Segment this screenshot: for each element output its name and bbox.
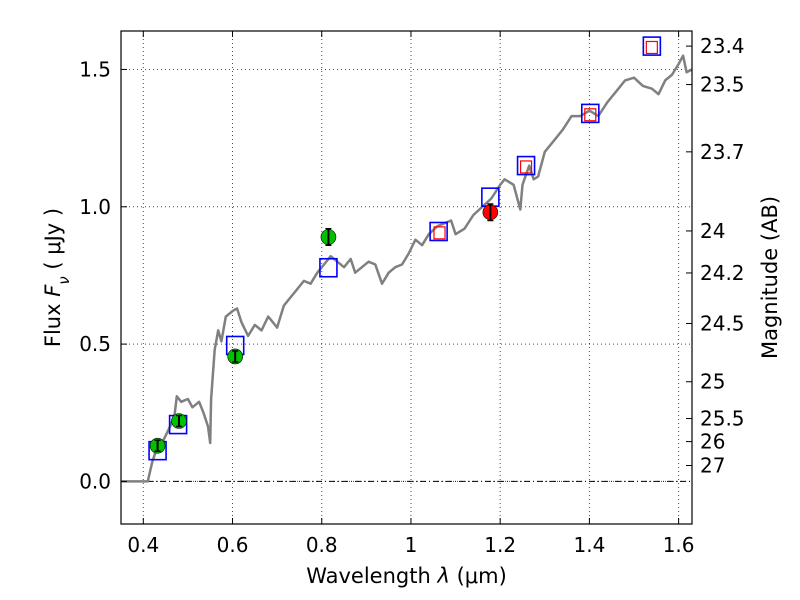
right-tick-label: 24.2 [700,261,745,285]
ir-square-marker [645,40,658,55]
y-axis-label-unit: ( μJy ) [41,208,65,276]
model-square-marker [580,103,600,124]
ir-square-marker [519,160,533,174]
right-tick-label: 27 [700,453,725,477]
right-tick-label: 25.5 [700,407,745,431]
right-tick-label: 24 [700,219,725,243]
model-square-marker [429,221,448,242]
y-axis-label-subscript: ν [55,276,73,284]
x-axis-label-unit: (μm) [450,564,507,588]
right-tick-label: 24.5 [700,312,745,336]
ir-square-marker [433,226,446,240]
model-square-marker [642,36,662,56]
ir-square-marker [584,108,597,122]
right-tick-label: 25 [700,370,725,394]
y-tick-label: 1.5 [79,57,111,81]
y-axis-label: Flux Fν ( μJy ) [41,208,73,347]
plot-frame [120,30,693,525]
x-tick-label: 1.4 [573,533,605,557]
y-tick-label: 0.0 [79,469,111,493]
right-tick-label: 23.5 [700,73,745,97]
y-axis-label-symbol: F [41,284,65,297]
x-axis-label-symbol: λ [436,564,449,588]
y-tick-label: 1.0 [79,195,111,219]
x-axis-label: Wavelength λ (μm) [306,564,507,588]
right-tick-label: 23.7 [700,140,745,164]
x-tick-label: 1.6 [663,533,695,557]
ticks: 0.4 0.6 0.8 1 1.2 1.4 1.6 0.0 0.5 1.0 1.5 23.4 23.5 2… [79,31,745,557]
right-axis-label: Magnitude (AB) [758,196,782,359]
x-tick-label: 1.2 [484,533,516,557]
right-tick-label: 26 [700,430,725,454]
right-tick-label: 23.4 [700,34,745,58]
series-layer [121,36,693,483]
model-square-marker [319,257,338,278]
y-axis-label-prefix: Flux [41,297,65,347]
x-tick-label: 0.4 [127,533,159,557]
x-tick-label: 1 [405,533,418,557]
x-tick-label: 0.8 [306,533,338,557]
model-square-marker [516,155,536,176]
y-tick-label: 0.5 [79,332,111,356]
x-axis-label-prefix: Wavelength [306,564,437,588]
x-tick-label: 0.6 [217,533,249,557]
